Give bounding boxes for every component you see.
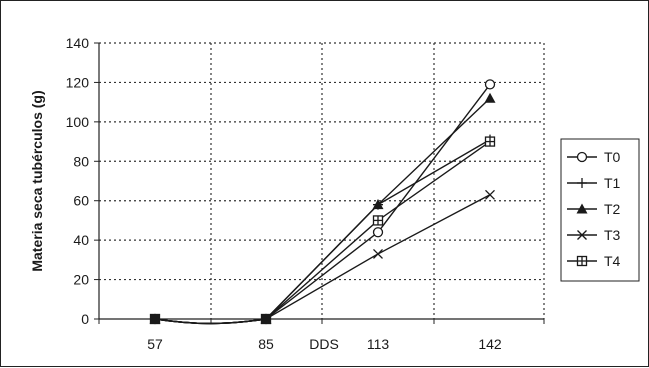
- legend-marker: [577, 230, 587, 240]
- series-markers: [149, 79, 496, 325]
- marker-zero-overlap: [261, 314, 271, 324]
- marker-t3: [373, 248, 383, 259]
- marker-circle: [576, 151, 588, 163]
- y-tick-label: 120: [66, 74, 90, 90]
- series-line-t1: [154, 138, 491, 325]
- gridlines: [99, 42, 545, 319]
- y-tick-label: 140: [66, 35, 90, 51]
- marker-triangle: [484, 92, 496, 103]
- x-tick-label: 113: [367, 336, 390, 352]
- marker-t2: [484, 92, 496, 103]
- y-tick-label: 60: [73, 193, 89, 209]
- marker-triangle: [372, 199, 384, 210]
- legend-label: T1: [604, 175, 621, 191]
- x-tick-label: 57: [147, 336, 163, 352]
- legend-marker: [576, 255, 588, 267]
- legend-item-t0: T0: [567, 149, 621, 165]
- y-tick-label: 0: [81, 311, 89, 327]
- y-tick-labels: 0 20 40 60 80 100 120 140: [66, 35, 90, 327]
- x-tick-label: 85: [258, 336, 274, 352]
- legend-marker: [576, 151, 588, 163]
- y-axis-label: Materia seca tubérculos (g): [29, 90, 45, 271]
- marker-circle: [372, 227, 384, 238]
- legend-item-t3: T3: [567, 227, 621, 243]
- y-tick-label: 40: [73, 232, 89, 248]
- marker-circle: [484, 79, 496, 90]
- legend-item-t4: T4: [567, 253, 621, 269]
- legend-label: T2: [604, 201, 621, 217]
- legend-item-t1: T1: [567, 175, 621, 191]
- marker-zero-overlap: [150, 314, 160, 324]
- marker-t4: [484, 136, 496, 147]
- marker-triangle: [576, 203, 588, 214]
- marker-t0: [484, 79, 496, 90]
- legend-label: T3: [604, 227, 621, 243]
- legend-marker: [576, 203, 588, 214]
- x-axis-label: DDS: [309, 336, 339, 352]
- marker-x-b: [373, 248, 383, 259]
- marker-t2: [372, 199, 384, 210]
- marker-t3: [485, 189, 495, 200]
- x-tick-labels: 57 85 113 142: [147, 336, 502, 352]
- legend-label: T0: [604, 149, 621, 165]
- marker-t4: [372, 215, 384, 226]
- x-tick-label: 142: [478, 336, 502, 352]
- legend-box: [560, 138, 640, 282]
- marker-t0: [372, 227, 384, 238]
- legend-label: T4: [604, 253, 621, 269]
- axes: [94, 42, 545, 324]
- marker-x-b: [577, 230, 587, 240]
- marker-x-b: [485, 189, 495, 200]
- legend-marker: [577, 178, 587, 188]
- y-tick-label: 100: [66, 114, 90, 130]
- legend: T0 T1 T2 T3 T4: [560, 138, 640, 282]
- y-tick-label: 80: [73, 153, 89, 169]
- y-tick-label: 20: [73, 272, 89, 288]
- legend-item-t2: T2: [567, 201, 621, 217]
